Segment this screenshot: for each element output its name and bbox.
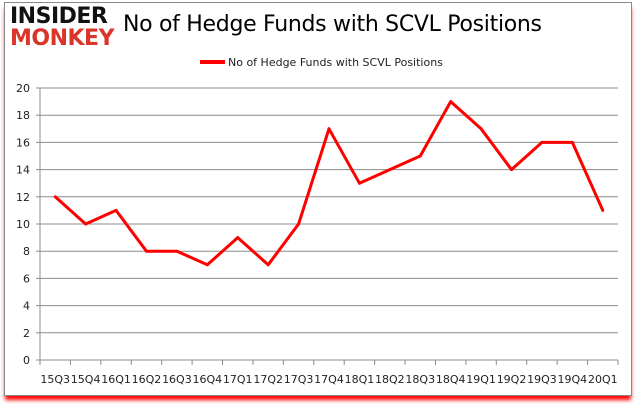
data-point bbox=[510, 168, 514, 172]
y-tick-label: 10 bbox=[16, 218, 30, 231]
data-point bbox=[601, 208, 605, 212]
data-point bbox=[84, 222, 88, 226]
y-tick-label: 20 bbox=[16, 82, 30, 95]
x-tick-label: 19Q1 bbox=[466, 373, 496, 386]
x-tick-label: 17Q4 bbox=[314, 373, 344, 386]
series-line bbox=[54, 100, 605, 267]
y-tick-label: 4 bbox=[23, 300, 30, 313]
y-tick-label: 0 bbox=[23, 354, 30, 367]
data-point bbox=[175, 249, 179, 253]
data-point bbox=[144, 249, 148, 253]
y-tick-label: 6 bbox=[23, 272, 30, 285]
data-point bbox=[205, 263, 209, 267]
chart-title: No of Hedge Funds with SCVL Positions bbox=[123, 12, 542, 37]
y-tick-label: 16 bbox=[16, 136, 30, 149]
y-tick-label: 14 bbox=[16, 164, 30, 177]
x-tick-label: 18Q1 bbox=[345, 373, 375, 386]
x-tick-label: 18Q4 bbox=[436, 373, 466, 386]
data-point bbox=[297, 222, 301, 226]
data-point bbox=[570, 140, 574, 144]
data-point bbox=[388, 168, 392, 172]
logo-line1: INSIDER bbox=[10, 4, 108, 29]
x-tick-label: 18Q3 bbox=[405, 373, 435, 386]
x-tick-label: 20Q1 bbox=[588, 373, 618, 386]
data-point bbox=[327, 127, 331, 131]
x-tick-label: 15Q4 bbox=[71, 373, 101, 386]
insider-monkey-logo: INSIDER MONKEY bbox=[10, 4, 115, 51]
data-point bbox=[479, 127, 483, 131]
y-tick-label: 18 bbox=[16, 109, 30, 122]
chart-frame bbox=[4, 2, 632, 396]
y-tick-label: 12 bbox=[16, 191, 30, 204]
data-point bbox=[266, 263, 270, 267]
x-tick-label: 16Q1 bbox=[101, 373, 131, 386]
x-tick-label: 18Q2 bbox=[375, 373, 405, 386]
x-tick-label: 19Q4 bbox=[558, 373, 588, 386]
y-tick-label: 2 bbox=[23, 327, 30, 340]
x-tick-label: 16Q2 bbox=[132, 373, 162, 386]
data-point bbox=[236, 236, 240, 240]
x-tick-label: 17Q1 bbox=[223, 373, 253, 386]
legend-label: No of Hedge Funds with SCVL Positions bbox=[228, 56, 443, 69]
x-tick-label: 17Q3 bbox=[284, 373, 314, 386]
data-point bbox=[449, 100, 453, 104]
data-point bbox=[357, 181, 361, 185]
data-point bbox=[418, 154, 422, 158]
x-tick-label: 19Q2 bbox=[497, 373, 527, 386]
y-tick-label: 8 bbox=[23, 245, 30, 258]
x-tick-label: 17Q2 bbox=[253, 373, 283, 386]
data-point bbox=[114, 208, 118, 212]
data-point bbox=[53, 195, 57, 199]
x-tick-label: 15Q3 bbox=[40, 373, 70, 386]
x-tick-label: 16Q3 bbox=[162, 373, 192, 386]
x-tick-label: 16Q4 bbox=[192, 373, 222, 386]
data-point bbox=[540, 140, 544, 144]
x-tick-label: 19Q3 bbox=[527, 373, 557, 386]
logo-line2: MONKEY bbox=[10, 26, 115, 51]
